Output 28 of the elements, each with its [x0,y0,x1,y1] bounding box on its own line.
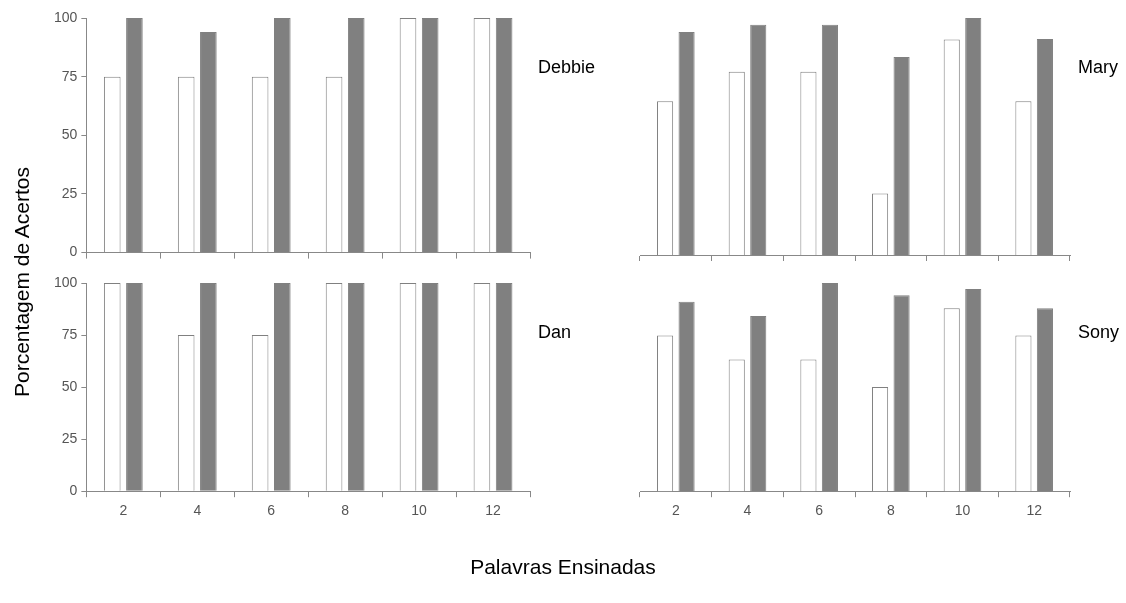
x-axis-title: Palavras Ensinadas [469,555,657,579]
text: Debbie [538,56,596,77]
y-tick-label: 75 [61,325,78,342]
y-tick-label: 75 [61,67,78,84]
x-tick-label: 12 [1026,502,1043,519]
x-tick-label: 4 [193,502,202,519]
y-tick-label: 50 [61,126,78,143]
text: Sony [1078,321,1120,342]
y-tick-label: 100 [54,8,78,25]
x-tick-label: 8 [886,502,895,519]
x-tick-label: 4 [743,502,752,519]
y-tick-label: 25 [61,184,78,201]
text: Mary [1078,56,1118,77]
y-tick-label: 0 [69,243,78,260]
y-tick-label: 100 [54,273,78,290]
y-tick-label: 50 [61,377,78,394]
y-tick-label: 0 [69,482,78,499]
y-axis-title: Porcentagem de Acertos [10,166,34,399]
x-tick-label: 12 [485,502,502,519]
x-tick-label: 10 [411,502,428,519]
x-tick-label: 6 [815,502,824,519]
x-tick-label: 2 [119,502,128,519]
y-tick-label: 25 [61,430,78,447]
x-tick-label: 8 [341,502,350,519]
x-tick-label: 2 [671,502,680,519]
x-tick-label: 6 [267,502,276,519]
x-tick-label: 10 [954,502,971,519]
text: Dan [538,321,572,342]
